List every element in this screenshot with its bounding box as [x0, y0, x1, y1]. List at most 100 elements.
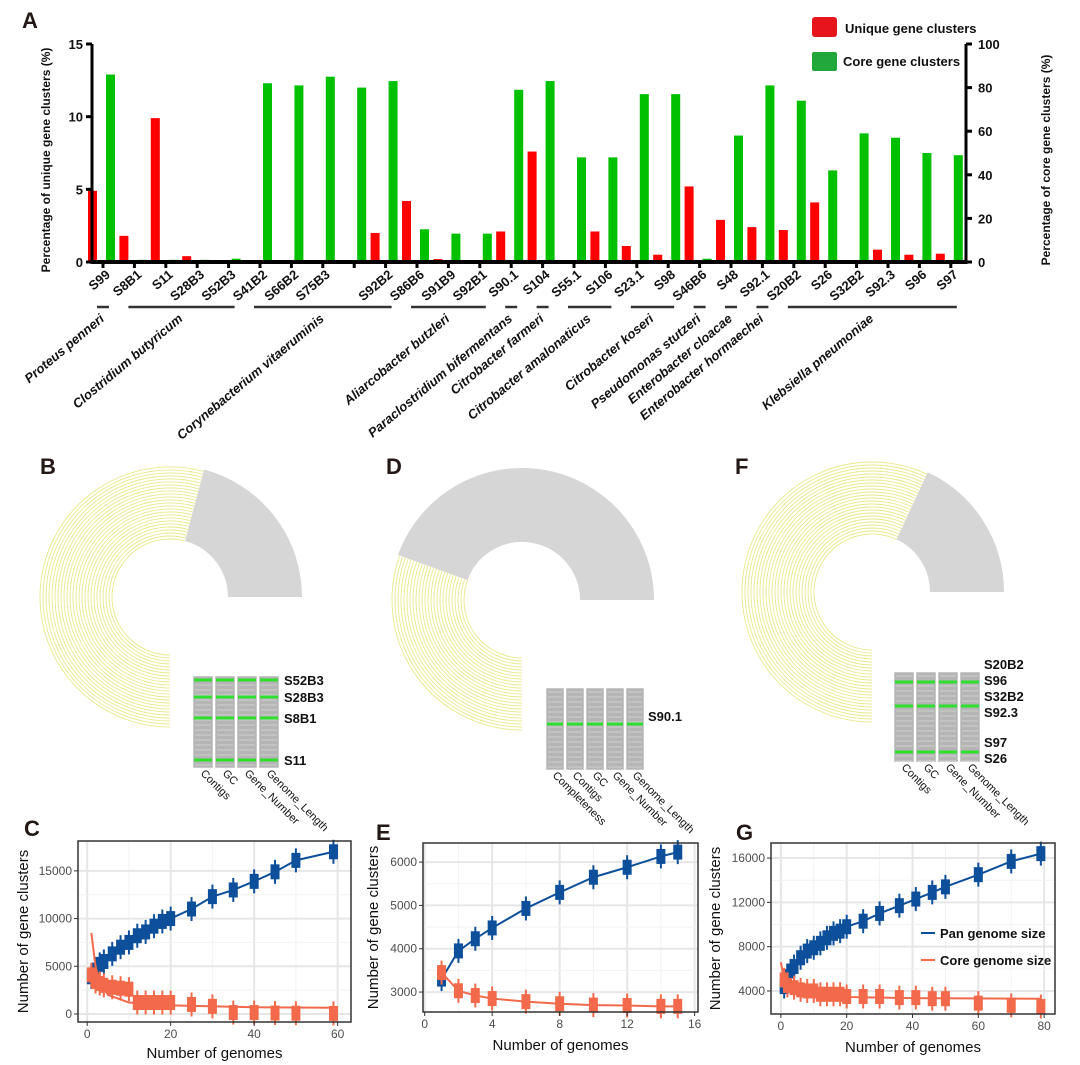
core-genome-box [166, 995, 176, 1011]
y-tick-label: 5000 [45, 959, 72, 973]
x-tick-label: S23.1 [611, 267, 647, 300]
pan-genome-line [440, 851, 679, 980]
pan-genome-box [940, 879, 950, 895]
x-tick-label: S91B9 [418, 267, 458, 304]
genome-ring [108, 535, 186, 659]
core-genome-box [842, 989, 852, 1005]
highlighted-genome-label: S52B3 [284, 673, 324, 688]
bar-unique [653, 254, 663, 262]
genome-ring [741, 461, 928, 723]
highlighted-genome-label: S92.3 [984, 705, 1018, 720]
bar-core [514, 89, 524, 262]
x-tick-label: S86B6 [387, 267, 427, 304]
pan-genome-box [116, 939, 126, 955]
panel-label-a: A [22, 8, 38, 33]
bar-core [891, 137, 900, 262]
genome-ring [451, 575, 523, 671]
bar-unique [150, 118, 160, 263]
highlight-row [194, 678, 212, 682]
core-genome-box [124, 981, 134, 997]
core-genome-box [673, 998, 683, 1014]
genome-ring [397, 557, 523, 725]
y-tick-label-left: 10 [69, 110, 83, 125]
genome-ring [454, 576, 523, 668]
y-tick-label-right: 20 [978, 211, 992, 226]
pan-genome-box [1006, 853, 1016, 869]
bar-unique [935, 253, 945, 262]
x-axis-label: Number of genomes [493, 1037, 629, 1054]
x-tick-label: 80 [1037, 1019, 1051, 1033]
genome-ring [66, 493, 197, 701]
genome-ring [801, 521, 902, 663]
genome-ring [424, 566, 523, 698]
y-axis-label-right: Percentage of core gene clusters (%) [1039, 55, 1053, 266]
bar-core [106, 74, 115, 263]
bar-unique [904, 254, 914, 262]
genome-ring [51, 478, 201, 716]
y-tick-label: 15000 [39, 864, 73, 878]
x-tick-label: 40 [247, 1027, 261, 1041]
genome-ring [463, 580, 523, 659]
bar-unique [119, 235, 129, 262]
core-genome-box [149, 995, 159, 1011]
highlight-row [567, 722, 583, 726]
core-genome-box [270, 1005, 280, 1021]
pan-genome-box [487, 920, 497, 936]
bar-core [325, 76, 335, 262]
gene-cluster-absence-band [397, 468, 654, 602]
genome-ring [63, 490, 198, 704]
genome-ring [427, 567, 523, 695]
pan-genome-box [521, 900, 531, 916]
pan-genome-box [656, 848, 666, 864]
highlight-row [917, 704, 935, 708]
highlight-row [961, 750, 979, 754]
y-tick-label-right: 0 [978, 255, 985, 270]
y-tick-label-right: 60 [978, 124, 992, 139]
pan-genome-box [132, 928, 142, 944]
pan-genome-box [166, 911, 176, 927]
core-genome-box [940, 991, 950, 1007]
genome-ring [762, 482, 919, 702]
genome-ring [750, 470, 924, 714]
genome-ring [78, 505, 194, 689]
core-genome-box [328, 1005, 338, 1021]
x-tick-label: S90.1 [485, 267, 521, 300]
y-tick-label: 6000 [390, 855, 417, 869]
genome-ring [90, 517, 191, 677]
bar-core [357, 87, 367, 262]
genome-ring [391, 555, 523, 731]
genome-ring [409, 561, 523, 713]
x-tick-label: S92B1 [450, 267, 490, 304]
bar-core [608, 157, 618, 262]
legend-swatch-core [812, 52, 837, 71]
highlight-row [260, 678, 278, 682]
highlight-row [587, 722, 603, 726]
genome-ring [768, 488, 916, 696]
legend-label-core: Core gene clusters [843, 54, 960, 69]
bar-core [263, 83, 272, 263]
legend-label-unique: Unique gene clusters [845, 21, 976, 36]
bar-core [765, 85, 775, 262]
y-tick-label-left: 0 [76, 255, 83, 270]
genome-ring [81, 508, 193, 686]
genome-ring [54, 481, 200, 713]
genome-ring [84, 511, 193, 683]
x-tick-label: 20 [840, 1019, 854, 1033]
core-genome-box [116, 980, 126, 996]
y-axis-label: Number of gene clusters [365, 846, 382, 1009]
highlight-row [260, 758, 278, 762]
genome-ring [442, 572, 523, 680]
y-axis-label: Number of gene clusters [707, 847, 724, 1010]
pan-genome-box [149, 918, 159, 934]
bar-unique [747, 227, 757, 262]
accumulation-chart-e: 0 4 8 12 16 3000 4000 5000 6000 Number of genomes… [365, 840, 702, 1054]
pan-genome-box [875, 905, 885, 921]
core-genome-box [656, 998, 666, 1014]
core-genome-box [249, 1005, 259, 1021]
pan-genome-box [842, 919, 852, 935]
bar-core [922, 153, 932, 262]
